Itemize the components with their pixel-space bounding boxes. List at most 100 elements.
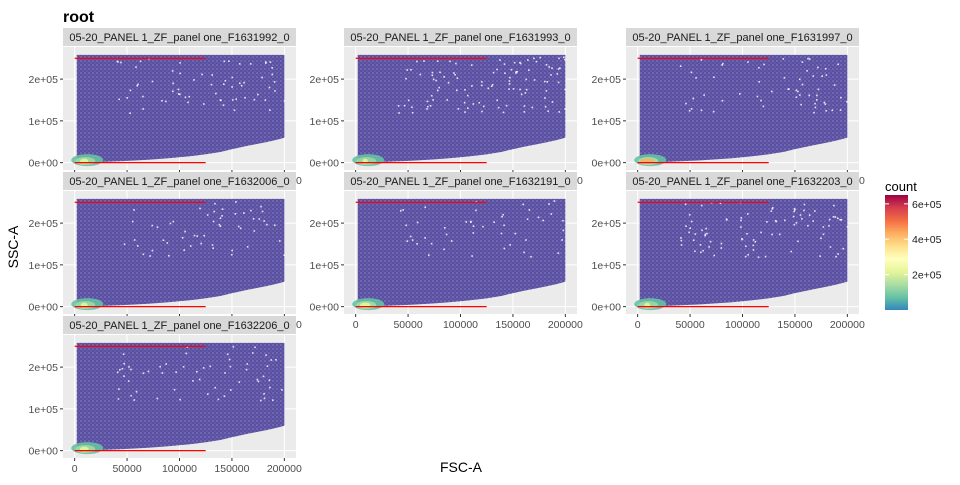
sparse-bin [243, 81, 245, 84]
sparse-bin [537, 216, 540, 219]
sparse-bin [123, 243, 126, 246]
sparse-bin [397, 105, 400, 107]
facet-strip-label: 05-20_PANEL 1_ZF_panel one_F1631993_0 [350, 32, 570, 44]
sparse-bin [558, 111, 561, 113]
sparse-bin [546, 81, 548, 83]
sparse-bin [550, 213, 553, 215]
sparse-bin [273, 81, 276, 83]
sparse-bin [487, 87, 490, 90]
facet-strip [63, 316, 296, 334]
sparse-bin [747, 253, 749, 256]
sparse-bin [766, 221, 768, 223]
sparse-bin [739, 93, 741, 95]
sparse-bin [502, 111, 505, 114]
sparse-bin [274, 90, 276, 92]
sparse-bin [523, 251, 525, 254]
sparse-bin [688, 231, 690, 234]
sparse-bin [257, 93, 259, 96]
sparse-bin [519, 61, 521, 64]
sparse-bin [558, 57, 560, 60]
sparse-bin [556, 73, 559, 75]
sparse-bin [709, 240, 712, 243]
sparse-bin [482, 225, 484, 228]
sparse-bin [747, 61, 749, 63]
sparse-bin [721, 64, 723, 66]
sparse-bin [161, 372, 164, 374]
sparse-bin [214, 386, 217, 389]
sparse-bin [744, 255, 747, 258]
sparse-bin [129, 112, 131, 115]
sparse-bin [457, 108, 460, 110]
sparse-bin [454, 74, 456, 76]
sparse-bin [409, 235, 412, 238]
sparse-bin [562, 56, 565, 59]
sparse-bin [215, 92, 217, 95]
sparse-bin [803, 209, 805, 212]
x-tick-label: 50000 [112, 463, 141, 475]
sparse-bin [464, 89, 466, 91]
sparse-bin [819, 255, 821, 257]
sparse-bin [232, 345, 235, 348]
chart-title: root [63, 9, 95, 26]
sparse-bin [416, 221, 419, 224]
sparse-bin [231, 86, 233, 88]
sparse-bin [706, 232, 708, 235]
sparse-bin [244, 96, 246, 99]
sparse-bin [846, 225, 849, 228]
sparse-bin [509, 76, 511, 79]
sparse-bin [189, 245, 192, 247]
sparse-bin [685, 225, 687, 228]
sparse-bin [271, 66, 273, 69]
sparse-bin [825, 110, 828, 112]
facet-strip [63, 28, 296, 46]
sparse-bin [403, 104, 406, 107]
sparse-bin [438, 86, 440, 89]
x-tick-label: 100000 [725, 319, 760, 331]
sparse-bin [184, 96, 187, 99]
sparse-bin [756, 95, 759, 98]
sparse-bin [250, 209, 252, 212]
sparse-bin [721, 99, 724, 102]
sparse-bin [722, 62, 724, 65]
sparse-bin [275, 358, 277, 361]
y-tick-label: 2e+05 [29, 218, 59, 230]
sparse-bin [758, 66, 760, 69]
sparse-bin [228, 358, 231, 361]
sparse-bin [482, 105, 485, 108]
sparse-bin [515, 71, 518, 73]
sparse-bin [161, 99, 163, 102]
sparse-bin [203, 234, 206, 237]
sparse-bin [708, 246, 710, 248]
facet-panel: 05-20_PANEL 1_ZF_panel one_F1632203_0 0e+… [592, 172, 865, 331]
sparse-bin [252, 217, 255, 220]
sparse-bin [120, 61, 122, 64]
facet-panel: 05-20_PANEL 1_ZF_panel one_F1632191_0 0e+… [310, 172, 583, 331]
sparse-bin [431, 74, 434, 77]
facet-strip-label: 05-20_PANEL 1_ZF_panel one_F1631997_0 [632, 32, 852, 44]
facet-panels: 05-20_PANEL 1_ZF_panel one_F1631992_0 0e+… [29, 28, 865, 475]
sparse-bin [261, 210, 264, 213]
sparse-bin [269, 109, 271, 112]
y-axis-title: SSC-A [5, 225, 21, 268]
sparse-bin [503, 247, 506, 250]
sparse-bin [815, 99, 818, 101]
x-tick-label: 150000 [495, 319, 530, 331]
sparse-bin [797, 90, 799, 93]
legend-title: count [885, 179, 917, 194]
sparse-bin [142, 108, 144, 110]
y-tick-label: 0e+00 [29, 446, 59, 458]
sparse-bin [797, 240, 799, 243]
sparse-bin [807, 57, 809, 60]
sparse-bin [491, 83, 494, 86]
sparse-bin [202, 103, 205, 105]
sparse-bin [545, 63, 548, 66]
x-tick-label: 100000 [162, 463, 197, 475]
sparse-bin [720, 242, 723, 245]
sparse-bin [416, 242, 418, 245]
y-tick-label: 1e+05 [592, 260, 622, 272]
sparse-bin [471, 85, 473, 87]
sparse-bin [407, 99, 410, 102]
sparse-bin [199, 207, 201, 210]
sparse-bin [193, 79, 195, 81]
sparse-bin [131, 220, 134, 223]
